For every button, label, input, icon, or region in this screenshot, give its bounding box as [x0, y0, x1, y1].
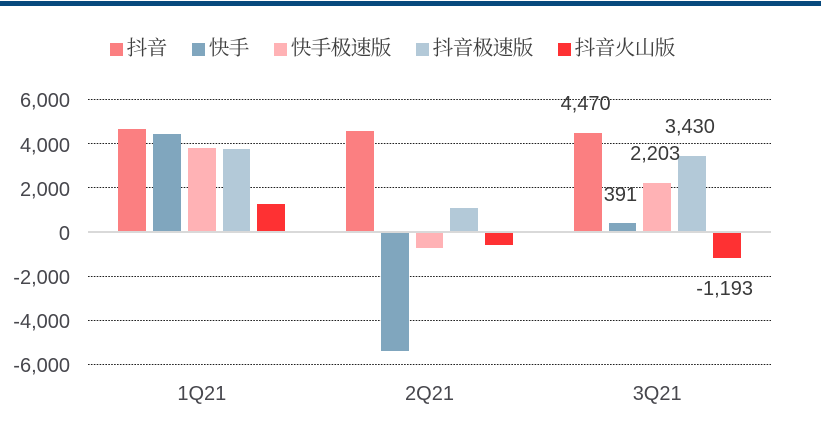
x-axis-label-3q21: 3Q21 [632, 383, 682, 406]
y-axis-label--6000: -6,000 [13, 355, 70, 378]
bar-3q21-series1 [608, 222, 637, 232]
legend-swatch-4 [558, 43, 571, 56]
legend-item-0 [110, 0, 167, 57]
top-accent-bar [0, 1, 821, 6]
legend-swatch-3 [416, 43, 429, 56]
bar-1q21-series4 [257, 204, 286, 232]
data-label-3q21-series2: 2,203 [630, 143, 681, 166]
y-axis-label-2000: 2,000 [19, 178, 70, 201]
x-axis-label-2q21: 2Q21 [405, 383, 454, 406]
y-axis-label-6000: 6,000 [19, 90, 70, 113]
bar-2q21-series4 [485, 231, 513, 246]
legend-item-2 [274, 0, 391, 57]
y-axis-label-4000: 4,000 [19, 134, 70, 157]
bar-3q21-series0 [573, 132, 602, 232]
data-label-3q21-series0: 4,470 [560, 93, 611, 116]
bar-1q21-series3 [222, 149, 251, 232]
y-axis-label--4000: -4,000 [13, 311, 70, 334]
data-label-3q21-series4: -1,193 [696, 277, 754, 300]
y-axis-label-0: 0 [58, 222, 70, 245]
bar-2q21-series2 [415, 231, 444, 248]
bar-2q21-series0 [346, 130, 374, 232]
bar-1q21-series2 [187, 147, 216, 232]
bar-3q21-series2 [643, 182, 672, 232]
bar-3q21-series3 [678, 155, 706, 232]
y-axis-label--2000: -2,000 [13, 267, 70, 289]
legend-item-1 [192, 0, 249, 57]
legend-swatch-1 [192, 43, 205, 56]
x-axis-label-1q21: 1Q21 [177, 383, 227, 406]
data-label-3q21-series3: 3,430 [664, 116, 715, 139]
bar-1q21-series1 [153, 133, 181, 232]
bar-3q21-series4 [712, 231, 741, 258]
chart-legend [110, 0, 675, 57]
legend-item-4 [558, 0, 675, 57]
legend-swatch-2 [274, 43, 287, 56]
x-axis-zero-line [88, 230, 771, 233]
legend-swatch-0 [110, 43, 123, 56]
bar-2q21-series3 [450, 208, 479, 232]
bar-1q21-series0 [118, 128, 147, 232]
legend-item-3 [416, 0, 533, 57]
bar-2q21-series1 [380, 231, 409, 352]
data-label-3q21-series1: 391 [603, 183, 638, 206]
